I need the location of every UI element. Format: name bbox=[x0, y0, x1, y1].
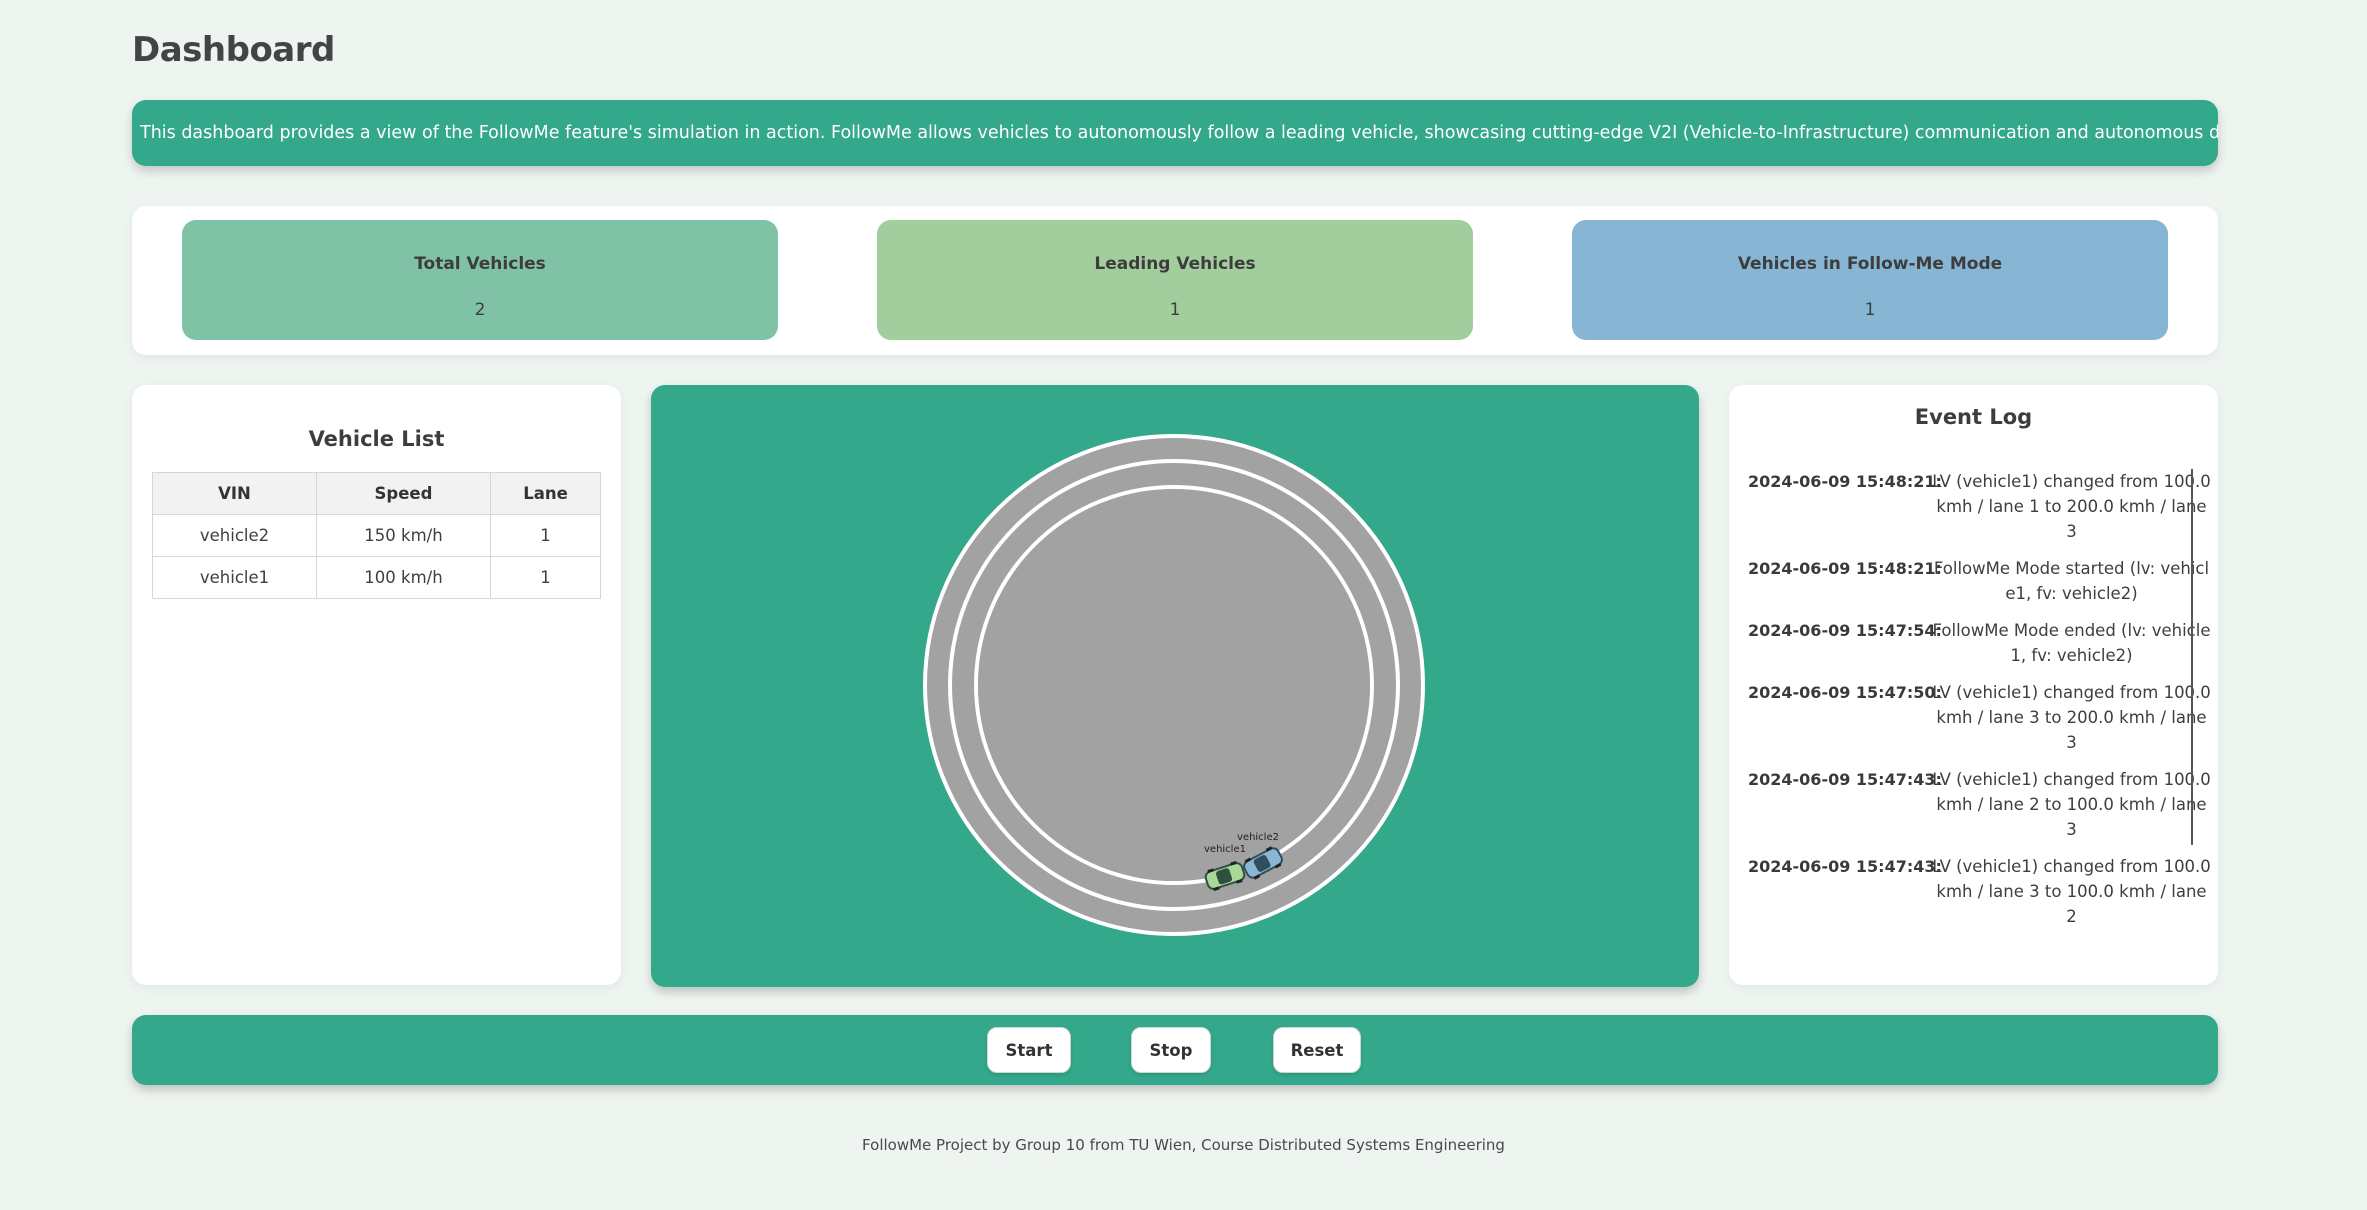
leading-vehicles-label: Leading Vehicles bbox=[1094, 254, 1256, 274]
vin-cell: vehicle2 bbox=[152, 514, 317, 557]
speed-cell: 150 km/h bbox=[316, 514, 491, 557]
total-vehicles-value: 2 bbox=[474, 300, 486, 320]
follow-me-vehicles-value: 1 bbox=[1864, 300, 1876, 320]
column-header-lane: Lane bbox=[490, 472, 601, 515]
log-timestamp: 2024-06-09 15:47:43: bbox=[1748, 770, 1942, 789]
event-log-scrollbar[interactable] bbox=[2191, 469, 2193, 845]
vehicle1-car bbox=[1204, 860, 1246, 892]
log-message: FollowMe Mode started (lv: vehicle1, fv:… bbox=[1933, 559, 2210, 603]
track-outer-edge bbox=[923, 434, 1425, 936]
total-vehicles-card: Total Vehicles 2 bbox=[182, 220, 778, 340]
log-message: LV (vehicle1) changed from 100.0 kmh / l… bbox=[1932, 770, 2211, 839]
follow-me-vehicles-card: Vehicles in Follow-Me Mode 1 bbox=[1572, 220, 2168, 340]
vehicle2-car bbox=[1243, 846, 1283, 880]
simulation-canvas: vehicle2 vehicle1 bbox=[651, 385, 1699, 987]
page-title: Dashboard bbox=[132, 30, 335, 70]
stats-panel: Total Vehicles 2 Leading Vehicles 1 Vehi… bbox=[132, 206, 2218, 355]
event-log-panel: Event Log 2024-06-09 15:48:21: LV (vehic… bbox=[1729, 385, 2218, 985]
log-message: LV (vehicle1) changed from 100.0 kmh / l… bbox=[1932, 857, 2211, 926]
lane-cell: 1 bbox=[490, 514, 601, 557]
log-timestamp: 2024-06-09 15:47:50: bbox=[1748, 683, 1942, 702]
log-message: LV (vehicle1) changed from 100.0 kmh / l… bbox=[1932, 472, 2211, 541]
vehicle-table: VIN Speed Lane vehicle2 150 km/h 1 vehic… bbox=[152, 472, 601, 599]
list-item: 2024-06-09 15:47:43: LV (vehicle1) chang… bbox=[1748, 767, 2211, 842]
track-infield bbox=[978, 489, 1370, 881]
total-vehicles-label: Total Vehicles bbox=[414, 254, 546, 274]
list-item: 2024-06-09 15:47:54: FollowMe Mode ended… bbox=[1748, 618, 2211, 668]
vehicle-list-panel: Vehicle List VIN Speed Lane vehicle2 150… bbox=[132, 385, 621, 985]
list-item: 2024-06-09 15:47:43: LV (vehicle1) chang… bbox=[1748, 854, 2211, 929]
vehicle-list-title: Vehicle List bbox=[308, 427, 445, 451]
list-item: 2024-06-09 15:48:21: FollowMe Mode start… bbox=[1748, 556, 2211, 606]
vin-cell: vehicle1 bbox=[152, 556, 317, 599]
leading-vehicles-value: 1 bbox=[1169, 300, 1181, 320]
table-row: vehicle2 150 km/h 1 bbox=[152, 514, 601, 557]
controls-bar: Start Stop Reset bbox=[132, 1015, 2218, 1085]
vehicle2-label: vehicle2 bbox=[1237, 832, 1279, 843]
lane-divider-outer bbox=[948, 459, 1400, 911]
track-svg: vehicle2 vehicle1 bbox=[923, 434, 1425, 936]
event-log-title: Event Log bbox=[1914, 405, 2033, 429]
speed-cell: 100 km/h bbox=[316, 556, 491, 599]
follow-me-vehicles-label: Vehicles in Follow-Me Mode bbox=[1737, 254, 2003, 274]
table-header-row: VIN Speed Lane bbox=[152, 472, 601, 515]
start-button[interactable]: Start bbox=[987, 1027, 1071, 1073]
column-header-vin: VIN bbox=[152, 472, 317, 515]
log-message: FollowMe Mode ended (lv: vehicle1, fv: v… bbox=[1932, 621, 2211, 665]
table-row: vehicle1 100 km/h 1 bbox=[152, 556, 601, 599]
footer-text: FollowMe Project by Group 10 from TU Wie… bbox=[862, 1136, 1505, 1154]
log-timestamp: 2024-06-09 15:48:21: bbox=[1748, 472, 1942, 491]
log-timestamp: 2024-06-09 15:47:54: bbox=[1748, 621, 1942, 640]
event-log-list[interactable]: 2024-06-09 15:48:21: LV (vehicle1) chang… bbox=[1748, 469, 2211, 939]
column-header-speed: Speed bbox=[316, 472, 491, 515]
leading-vehicles-card: Leading Vehicles 1 bbox=[877, 220, 1473, 340]
lane-divider-inner bbox=[974, 485, 1374, 885]
reset-button[interactable]: Reset bbox=[1273, 1027, 1361, 1073]
log-message: LV (vehicle1) changed from 100.0 kmh / l… bbox=[1932, 683, 2211, 752]
list-item: 2024-06-09 15:47:50: LV (vehicle1) chang… bbox=[1748, 680, 2211, 755]
vehicle1-label: vehicle1 bbox=[1204, 844, 1246, 855]
lane-cell: 1 bbox=[490, 556, 601, 599]
log-timestamp: 2024-06-09 15:47:43: bbox=[1748, 857, 1942, 876]
log-timestamp: 2024-06-09 15:48:21: bbox=[1748, 559, 1942, 578]
list-item: 2024-06-09 15:48:21: LV (vehicle1) chang… bbox=[1748, 469, 2211, 544]
stop-button[interactable]: Stop bbox=[1131, 1027, 1211, 1073]
description-banner: This dashboard provides a view of the Fo… bbox=[132, 100, 2218, 166]
